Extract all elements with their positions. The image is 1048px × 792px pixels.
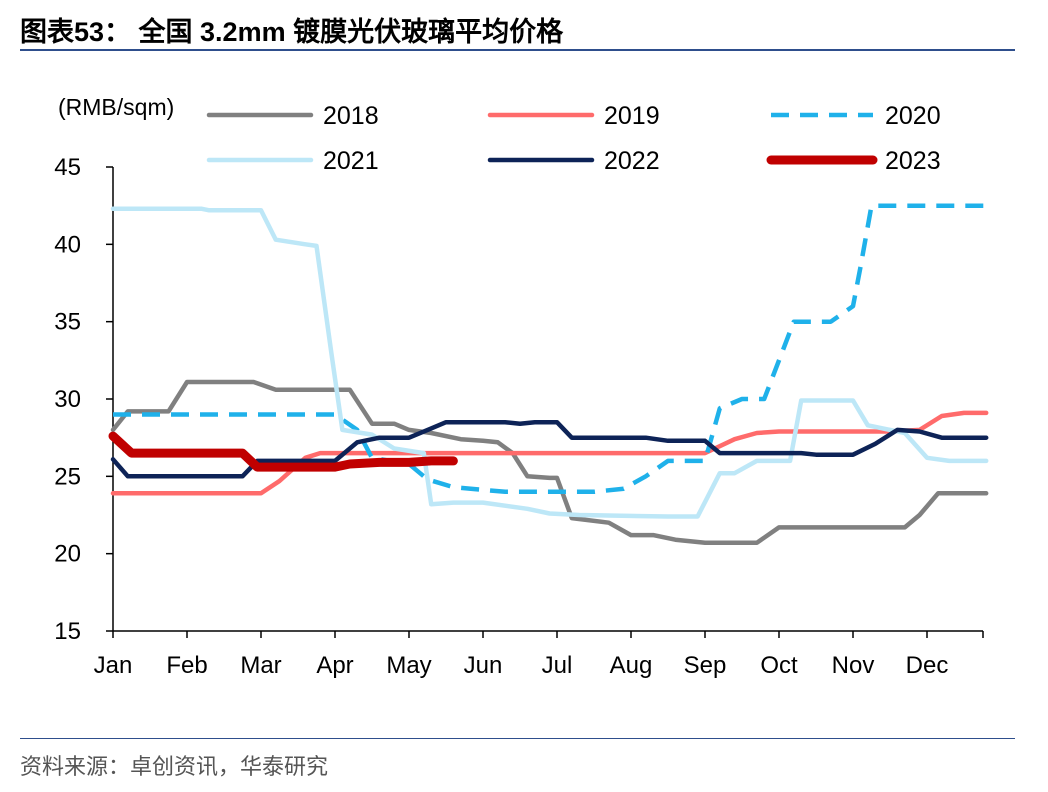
series-line-2022 (110, 419, 989, 479)
x-tick-label: Dec (906, 652, 949, 679)
series-line-2019 (110, 410, 989, 496)
top-rule (20, 49, 1015, 51)
series-line-2023 (108, 431, 458, 472)
x-tick-label: Jun (464, 652, 503, 679)
legend-label-2022: 2022 (604, 147, 660, 175)
legend: 2018 2019 2020 2021 2022 2023 (206, 102, 941, 175)
x-tick-label: Jul (542, 652, 573, 679)
y-tick-label: 20 (54, 541, 81, 568)
series-line-2018 (110, 379, 989, 546)
x-tick-label: Oct (760, 652, 798, 679)
x-tick-label: Nov (832, 652, 875, 679)
legend-label-2018: 2018 (323, 102, 379, 130)
y-tick-label: 15 (54, 618, 81, 645)
legend-label-2019: 2019 (604, 102, 660, 130)
y-tick-label: 45 (54, 154, 81, 181)
bottom-rule (20, 738, 1015, 739)
y-tick-label: 25 (54, 463, 81, 490)
y-tick-label: 35 (54, 309, 81, 336)
source-note: 资料来源：卓创资讯，华泰研究 (20, 755, 329, 780)
y-tick-label: 40 (54, 231, 81, 258)
legend-label-2023: 2023 (885, 147, 941, 175)
legend-label-2020: 2020 (885, 102, 941, 130)
x-tick-label: May (386, 652, 431, 679)
axes: 15 20 25 30 35 40 45 Jan Feb Mar Apr May Jun Jul Aug Se… (54, 94, 984, 679)
y-tick-label: 30 (54, 386, 81, 413)
figure-title: 图表53： 全国 3.2mm 镀膜光伏玻璃平均价格 (20, 17, 564, 47)
x-tick-label: Aug (610, 652, 653, 679)
x-tick-label: Jan (94, 652, 133, 679)
legend-label-2021: 2021 (323, 147, 379, 175)
x-tick-label: Apr (316, 652, 353, 679)
x-tick-label: Mar (240, 652, 281, 679)
series-lines (108, 203, 989, 546)
y-axis-unit: (RMB/sqm) (58, 94, 174, 120)
series-line-2021 (110, 206, 989, 519)
x-tick-label: Feb (166, 652, 207, 679)
x-tick-label: Sep (684, 652, 727, 679)
